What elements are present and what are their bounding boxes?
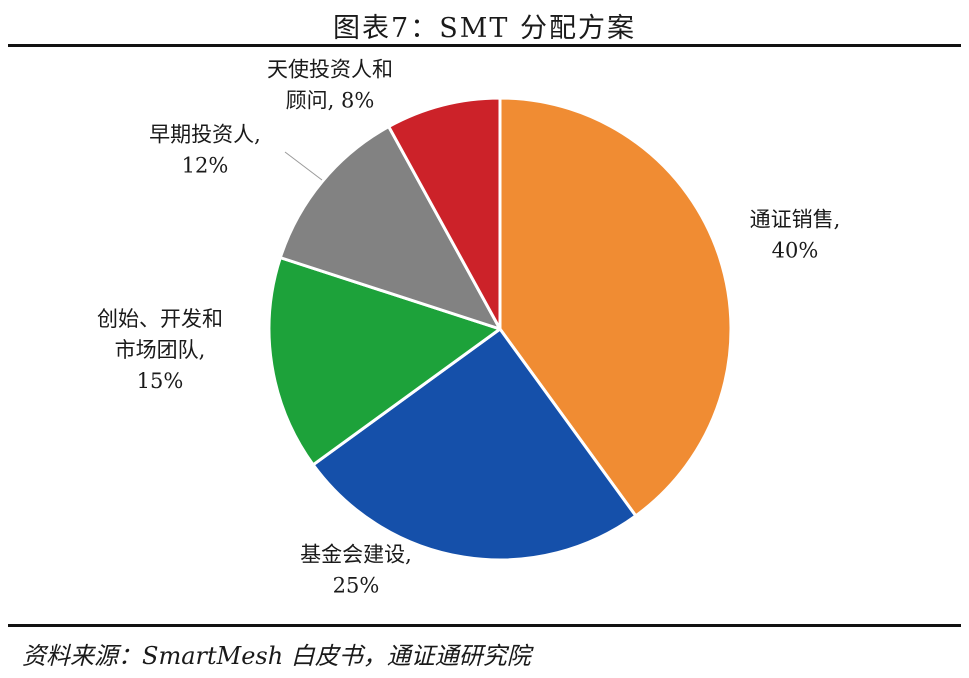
- source-note: 资料来源：SmartMesh 白皮书，通证通研究院: [22, 642, 531, 670]
- slice-label: 顾问, 8%: [286, 89, 375, 113]
- pie-slice: [498, 96, 733, 518]
- slice-label: 15%: [137, 369, 184, 393]
- pie-slice: [311, 327, 638, 562]
- pie-slice: [267, 256, 502, 467]
- pie-slice: [387, 96, 502, 331]
- slice-label: 12%: [182, 154, 229, 178]
- leader-line: [284, 151, 323, 181]
- slice-label: 通证销售,: [750, 208, 841, 232]
- bottom-rule: [8, 624, 961, 627]
- top-rule: [8, 44, 961, 47]
- slice-label: 基金会建设,: [300, 543, 412, 567]
- pie-slice: [278, 125, 502, 331]
- slice-label: 早期投资人,: [149, 123, 261, 147]
- slice-label: 天使投资人和: [267, 58, 393, 82]
- slice-label: 市场团队,: [115, 338, 206, 362]
- slice-label: 创始、开发和: [97, 307, 223, 331]
- slice-label: 25%: [333, 574, 380, 598]
- slice-label: 40%: [772, 239, 819, 263]
- chart-title: 图表7：SMT 分配方案: [333, 13, 636, 44]
